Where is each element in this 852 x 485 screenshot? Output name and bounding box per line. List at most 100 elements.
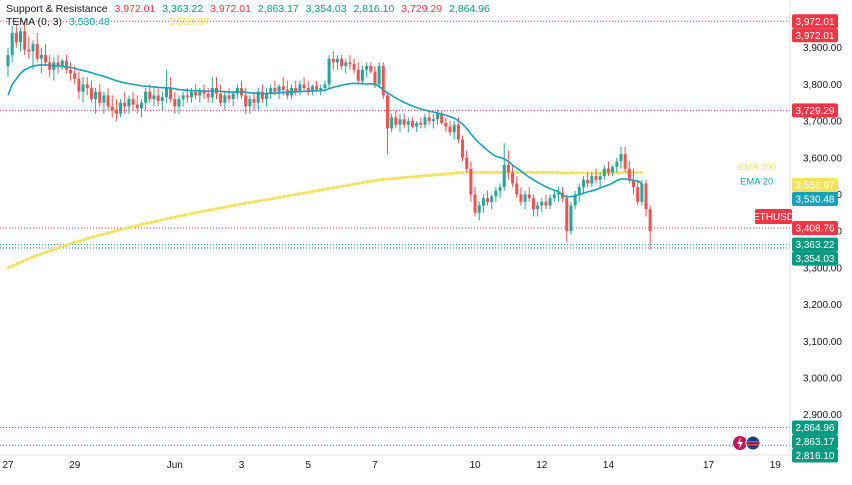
candle-body xyxy=(527,194,531,199)
flag-icons[interactable] xyxy=(733,435,761,451)
sr-value-8: 2,864.96 xyxy=(449,3,490,15)
candle-body xyxy=(294,88,298,92)
candle-72 xyxy=(306,80,310,96)
candle-115 xyxy=(486,190,490,206)
candle-body xyxy=(10,33,14,56)
legend-support-resistance[interactable]: Support & Resistance 3,972.01 3,363.22 3… xyxy=(6,3,494,15)
candle-body xyxy=(185,95,189,98)
price-tag-ema200: 3,559.97 xyxy=(792,178,838,193)
candle-body xyxy=(306,88,310,92)
candle-2 xyxy=(14,23,18,48)
candle-body xyxy=(565,198,569,232)
candle-body xyxy=(114,110,118,114)
candle-111 xyxy=(469,161,473,202)
candle-body xyxy=(419,122,423,125)
x-tick-label: 29 xyxy=(69,460,81,471)
candle-body xyxy=(431,119,435,122)
candle-139 xyxy=(586,172,590,188)
candle-125 xyxy=(527,187,531,202)
candle-body xyxy=(352,64,356,70)
candle-body xyxy=(415,122,419,127)
candle-body xyxy=(69,69,73,74)
candle-body xyxy=(348,62,352,65)
candle-4 xyxy=(23,22,27,56)
candle-body xyxy=(164,88,168,98)
candle-118 xyxy=(498,183,502,199)
x-tick-label: 7 xyxy=(372,460,378,471)
candle-body xyxy=(31,44,35,52)
price-tag-text: 3,363.22 xyxy=(796,240,835,251)
candle-body xyxy=(56,62,60,67)
sr-label: Support & Resistance xyxy=(6,3,108,15)
candle-51 xyxy=(219,84,223,107)
candle-body xyxy=(39,55,43,59)
candle-body xyxy=(269,88,273,94)
price-tag-text: 2,863.17 xyxy=(796,437,835,448)
candle-35 xyxy=(152,88,156,107)
candle-77 xyxy=(327,55,331,89)
candle-body xyxy=(335,58,339,63)
price-tag-text: 3,972.01 xyxy=(796,31,835,42)
time-axis[interactable]: 27 29 Jun 3 5 7 10 12 14 17 19 xyxy=(2,460,781,471)
us-flag-icon[interactable] xyxy=(745,435,761,451)
candle-17 xyxy=(77,71,81,100)
ema200-label: EMA 200 xyxy=(738,162,777,173)
legend-tema[interactable]: TEMA (0, 3) 3,530.48 3,559.97 xyxy=(6,16,214,28)
candle-1 xyxy=(10,25,14,63)
candle-body xyxy=(277,86,281,92)
price-tag-text: 3,354.03 xyxy=(796,254,835,265)
flag-stripe xyxy=(747,444,759,446)
ema20-path xyxy=(7,64,643,198)
candle-body xyxy=(581,179,585,188)
candle-37 xyxy=(160,91,164,111)
candle-body xyxy=(252,99,256,103)
candle-body xyxy=(473,194,477,213)
price-tag-support: 2,864.96 xyxy=(792,420,838,435)
y-tick-label: 3,700.00 xyxy=(803,117,842,128)
candle-97 xyxy=(410,117,414,129)
candle-body xyxy=(323,84,327,89)
symbol-badge: ETHUSD xyxy=(753,209,794,224)
candle-body xyxy=(627,168,631,180)
candle-body xyxy=(6,55,10,67)
candle-body xyxy=(515,183,519,195)
y-tick-label: 2,900.00 xyxy=(803,410,842,421)
candle-body xyxy=(160,97,164,101)
candle-body xyxy=(315,86,319,90)
ema200-line xyxy=(6,170,644,270)
candle-body xyxy=(73,73,77,79)
tema-label: TEMA (0, 3) xyxy=(6,16,63,28)
candle-28 xyxy=(123,91,127,114)
candle-body xyxy=(556,192,560,195)
candle-body xyxy=(502,165,506,188)
candle-body xyxy=(169,88,173,100)
candle-body xyxy=(119,102,123,114)
candle-body xyxy=(89,88,93,100)
candle-body xyxy=(461,139,465,158)
candle-body xyxy=(531,198,535,210)
candle-body xyxy=(377,66,381,85)
candle-body xyxy=(35,44,39,59)
candle-26 xyxy=(114,99,118,122)
candle-45 xyxy=(194,84,198,100)
candle-body xyxy=(19,31,23,43)
candle-144 xyxy=(606,161,610,177)
candle-body xyxy=(152,95,156,100)
price-tag-text: 3,559.97 xyxy=(796,181,835,192)
candle-138 xyxy=(581,176,585,195)
candle-140 xyxy=(590,172,594,188)
candle-146 xyxy=(615,157,619,173)
price-tag-text: 3,408.76 xyxy=(796,223,835,234)
candle-body xyxy=(606,168,610,173)
candle-5 xyxy=(27,36,31,59)
y-tick-label: 3,300.00 xyxy=(803,263,842,274)
candle-body xyxy=(423,117,427,125)
candle-101 xyxy=(427,110,431,125)
candle-body xyxy=(623,154,627,169)
candle-body xyxy=(506,165,510,173)
candle-31 xyxy=(135,95,139,114)
candle-body xyxy=(536,205,540,210)
candle-body xyxy=(452,124,456,133)
price-tag-bg xyxy=(792,28,838,43)
